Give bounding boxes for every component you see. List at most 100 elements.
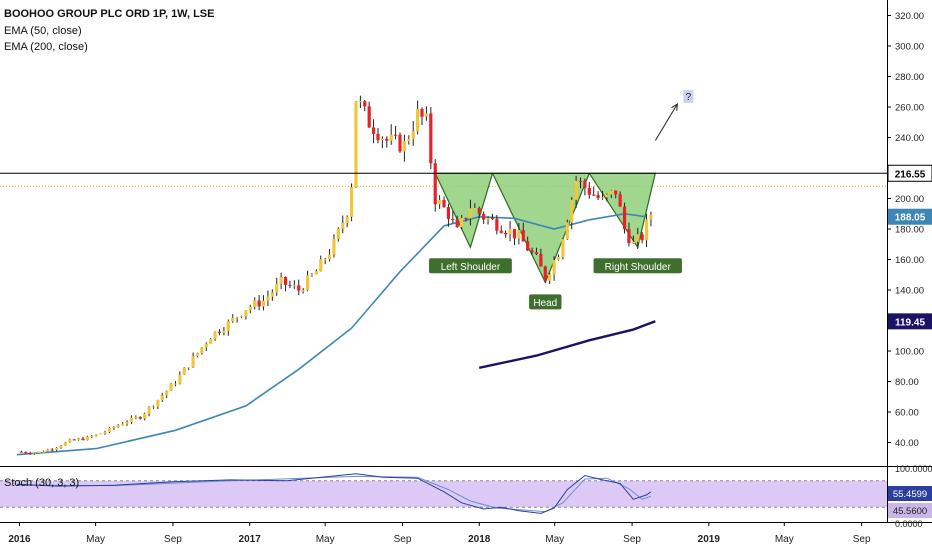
candle-body (327, 254, 332, 260)
candle-body (41, 451, 45, 453)
candle-body (226, 321, 230, 331)
candle-body (627, 229, 631, 244)
candle-body (301, 290, 305, 292)
candle-body (380, 138, 384, 141)
price-tick-label: 180.00 (895, 225, 924, 236)
target-question-box (683, 89, 694, 103)
candle-body (319, 259, 323, 272)
candle-body (283, 276, 288, 285)
candle-body (261, 300, 266, 307)
candle-body (275, 283, 279, 293)
candle-body (442, 199, 446, 208)
price-tick-label: 100.00 (895, 347, 924, 358)
candle-body (622, 206, 627, 230)
candle-body (578, 180, 583, 182)
price-tick-label: 80.00 (895, 377, 919, 388)
candle-body (257, 300, 261, 307)
candle-body (156, 400, 160, 407)
candle-body (570, 199, 574, 223)
candle-body (398, 134, 402, 152)
candle-body (68, 439, 72, 443)
candle-body (248, 306, 252, 311)
candle-body (402, 141, 407, 152)
candle-body (288, 284, 292, 286)
time-tick-label: May (316, 534, 335, 545)
candle-body (37, 451, 41, 454)
candle-body (477, 208, 481, 214)
candle-body (548, 274, 552, 281)
candle-body (609, 190, 613, 195)
candle-body (583, 181, 587, 188)
candle-body (345, 216, 349, 224)
candle-body (231, 317, 235, 322)
price-tick-label: 260.00 (895, 103, 924, 114)
time-tick-label: May (86, 534, 105, 545)
stoch-d-badge: 45.5600 (893, 506, 927, 517)
candle-body (121, 423, 125, 426)
price-tick-label: 60.00 (895, 408, 919, 419)
candle-body (200, 347, 204, 353)
candle-body (358, 101, 362, 103)
candle-body (446, 207, 451, 219)
time-tick-label: 2018 (468, 534, 491, 545)
candle-body (85, 436, 90, 441)
head-label-box (529, 294, 562, 310)
symbol-legend: BOOHOO GROUP PLC ORD 1P, 1W, LSE (4, 8, 215, 20)
current-price-badge-box (888, 208, 932, 225)
candle-body (305, 275, 310, 291)
candle-body (147, 407, 151, 414)
candle-body (103, 432, 107, 434)
neckline-badge: 216.55 (895, 169, 926, 180)
candle-body (416, 108, 420, 132)
stoch-band (0, 480, 887, 508)
neckline-badge-box (888, 165, 932, 182)
candle-body (600, 197, 605, 199)
stoch-legend: Stoch (30, 3, 3) (4, 477, 80, 489)
candle-body (182, 367, 186, 375)
candle-body (389, 134, 393, 141)
candle-body (107, 427, 112, 433)
candle-body (160, 395, 164, 401)
left-shoulder-label: Left Shoulder (441, 262, 501, 273)
time-tick-label: Sep (394, 534, 412, 545)
candle-body (244, 310, 248, 317)
head-label: Head (533, 298, 557, 309)
candle-body (424, 113, 429, 117)
stoch-axis-top: 100.0000 (895, 464, 932, 474)
candle-body (433, 163, 437, 205)
candle-body (94, 434, 98, 437)
left-shoulder-label-box (429, 258, 512, 274)
candle-body (314, 271, 318, 275)
candle-body (393, 134, 398, 136)
time-tick-label: 2019 (698, 534, 721, 545)
candle-body (526, 241, 530, 251)
candle-body (112, 427, 116, 429)
candle-body (640, 234, 644, 241)
time-tick-label: Sep (164, 534, 182, 545)
candle-body (420, 108, 424, 117)
candle-body (649, 214, 653, 220)
candle-body (574, 180, 578, 200)
candle-body (72, 439, 76, 441)
candle-body (217, 331, 222, 334)
target-question-label: ? (686, 92, 692, 103)
candle-body (508, 228, 512, 235)
candle-body (253, 300, 257, 307)
candle-body (169, 383, 173, 391)
candle-body (323, 259, 327, 261)
stoch-d-badge-box (888, 503, 932, 518)
candle-body (530, 250, 534, 253)
price-tick-label: 300.00 (895, 42, 924, 53)
candle-body (77, 438, 81, 441)
candle-body (460, 217, 464, 228)
candle-body (222, 330, 226, 334)
time-tick-label: 2017 (239, 534, 262, 545)
right-shoulder-label-box (593, 258, 682, 274)
candle-body (618, 194, 622, 207)
candle-body (482, 213, 486, 220)
price-tick-label: 280.00 (895, 72, 924, 83)
current-price-badge: 188.05 (895, 213, 926, 224)
price-tick-label: 40.00 (895, 438, 919, 449)
